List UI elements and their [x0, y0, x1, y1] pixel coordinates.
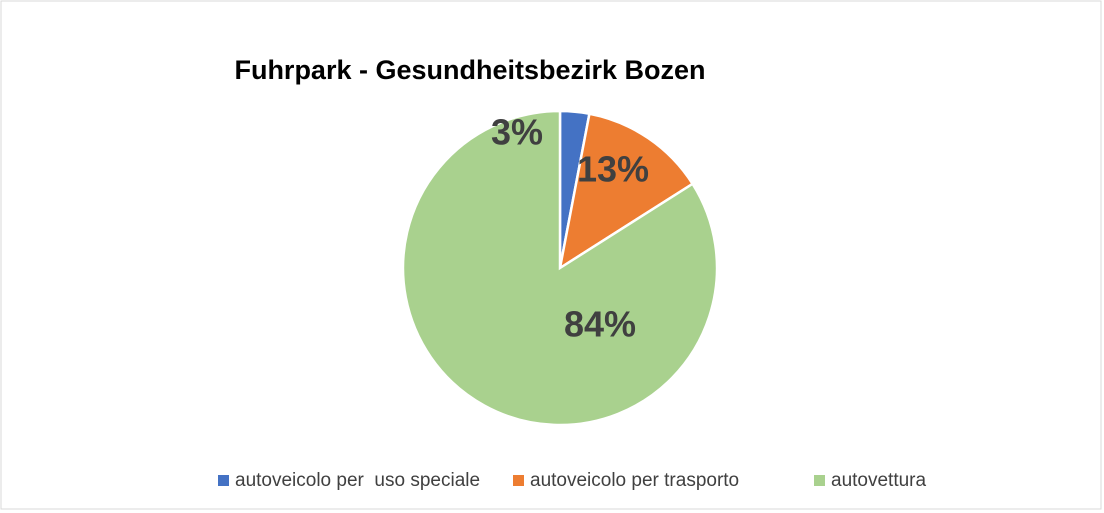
chart-title: Fuhrpark - Gesundheitsbezirk Bozen [234, 55, 705, 85]
legend-label: autoveicolo per uso speciale [235, 470, 480, 491]
pie-slice [401, 109, 719, 427]
legend-marker [513, 475, 524, 486]
data-label: 84% [564, 304, 636, 345]
pie-slice [558, 112, 695, 271]
data-label: 3% [491, 112, 543, 153]
legend-label: autovettura [831, 470, 926, 491]
legend-marker [814, 475, 825, 486]
legend-label: autoveicolo per trasporto [530, 470, 739, 491]
data-label: 13% [577, 149, 649, 190]
legend-marker [218, 475, 229, 486]
